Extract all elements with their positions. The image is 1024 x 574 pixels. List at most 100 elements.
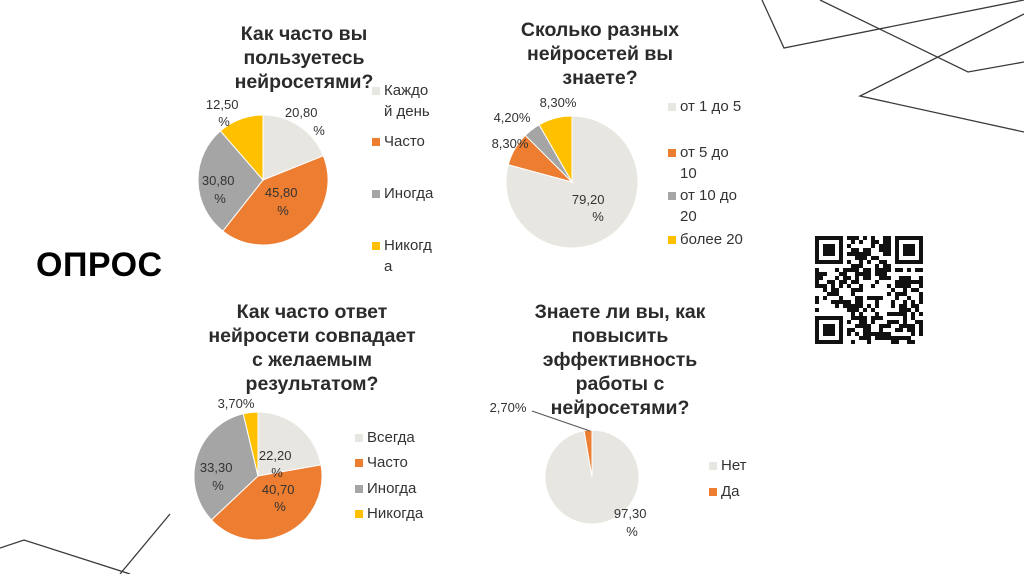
qr-module bbox=[883, 324, 887, 328]
deco-line bbox=[0, 539, 131, 574]
qr-module bbox=[875, 316, 879, 320]
qr-module bbox=[847, 268, 851, 272]
qr-module bbox=[883, 264, 887, 268]
qr-module bbox=[855, 316, 859, 320]
chart-title-line: Как часто вы bbox=[240, 23, 368, 45]
qr-module bbox=[831, 252, 835, 256]
qr-module bbox=[875, 280, 879, 284]
chart-title-line: результатом? bbox=[245, 373, 379, 395]
qr-module bbox=[839, 256, 843, 260]
slide-title: ОПРОС bbox=[36, 246, 163, 284]
chart-title-line: нейросетей вы bbox=[526, 43, 674, 65]
legend-label: 10 bbox=[680, 165, 697, 182]
qr-module bbox=[911, 248, 915, 252]
chart-title-line: с желаемым bbox=[252, 349, 372, 371]
qr-module bbox=[859, 260, 863, 264]
qr-module bbox=[915, 268, 919, 272]
qr-module bbox=[847, 260, 851, 264]
qr-module bbox=[907, 280, 911, 284]
qr-module bbox=[879, 316, 883, 320]
qr-module bbox=[839, 324, 843, 328]
qr-module bbox=[839, 320, 843, 324]
qr-module bbox=[867, 340, 871, 344]
qr-module bbox=[863, 324, 867, 328]
legend-swatch bbox=[668, 236, 676, 244]
qr-module bbox=[875, 268, 879, 272]
qr-module bbox=[855, 296, 859, 300]
qr-module bbox=[839, 296, 843, 300]
qr-module bbox=[903, 336, 907, 340]
qr-module bbox=[867, 272, 871, 276]
legend-swatch bbox=[668, 149, 676, 157]
deco-line bbox=[761, 0, 1024, 49]
chart-title-line: повысить bbox=[571, 325, 669, 347]
pie-slice bbox=[262, 114, 324, 181]
qr-module bbox=[839, 244, 843, 248]
qr-module bbox=[895, 240, 899, 244]
qr-module bbox=[875, 304, 879, 308]
qr-module bbox=[883, 252, 887, 256]
qr-module bbox=[851, 304, 855, 308]
qr-module bbox=[847, 244, 851, 248]
qr-module bbox=[899, 304, 903, 308]
qr-module bbox=[847, 304, 851, 308]
qr-module bbox=[879, 244, 883, 248]
qr-module bbox=[911, 300, 915, 304]
legend-swatch bbox=[355, 434, 363, 442]
qr-module bbox=[831, 280, 835, 284]
qr-module bbox=[879, 272, 883, 276]
qr-module bbox=[859, 324, 863, 328]
qr-module bbox=[859, 336, 863, 340]
qr-module bbox=[823, 284, 827, 288]
legend-swatch bbox=[668, 103, 676, 111]
legend-label: Да bbox=[721, 483, 740, 500]
qr-module bbox=[911, 244, 915, 248]
qr-module bbox=[839, 236, 843, 240]
qr-module bbox=[903, 300, 907, 304]
qr-module bbox=[847, 328, 851, 332]
qr-module bbox=[815, 272, 819, 276]
qr-module bbox=[899, 308, 903, 312]
qr-module bbox=[895, 312, 899, 316]
qr-module bbox=[843, 300, 847, 304]
qr-module bbox=[815, 252, 819, 256]
qr-module bbox=[911, 260, 915, 264]
qr-module bbox=[899, 336, 903, 340]
qr-module bbox=[887, 276, 891, 280]
qr-module bbox=[815, 340, 819, 344]
qr-module bbox=[907, 276, 911, 280]
qr-module bbox=[903, 308, 907, 312]
qr-module bbox=[815, 244, 819, 248]
deco-line bbox=[819, 0, 1024, 73]
qr-module bbox=[887, 332, 891, 336]
qr-module bbox=[875, 332, 879, 336]
qr-module bbox=[819, 260, 823, 264]
legend-label: Иногда bbox=[367, 480, 417, 497]
qr-module bbox=[831, 248, 835, 252]
qr-module bbox=[887, 244, 891, 248]
qr-module bbox=[919, 256, 923, 260]
qr-module bbox=[903, 292, 907, 296]
legend-label: Никогда bbox=[367, 505, 424, 522]
qr-module bbox=[919, 244, 923, 248]
qr-module bbox=[815, 248, 819, 252]
qr-module bbox=[899, 292, 903, 296]
qr-module bbox=[919, 280, 923, 284]
qr-module bbox=[903, 316, 907, 320]
qr-module bbox=[815, 236, 819, 240]
qr-module bbox=[895, 268, 899, 272]
qr-module bbox=[875, 336, 879, 340]
qr-module bbox=[919, 312, 923, 316]
chart-title-line: Знаете ли вы, как bbox=[534, 301, 706, 323]
qr-module bbox=[871, 256, 875, 260]
qr-module bbox=[835, 288, 839, 292]
qr-module bbox=[863, 252, 867, 256]
data-label-every-day: 20,80 % bbox=[285, 105, 325, 138]
legend-swatch bbox=[372, 242, 380, 250]
qr-module bbox=[919, 248, 923, 252]
qr-module bbox=[891, 312, 895, 316]
qr-module bbox=[879, 260, 883, 264]
qr-module bbox=[823, 324, 827, 328]
data-label-never: 3,70% bbox=[218, 396, 255, 411]
